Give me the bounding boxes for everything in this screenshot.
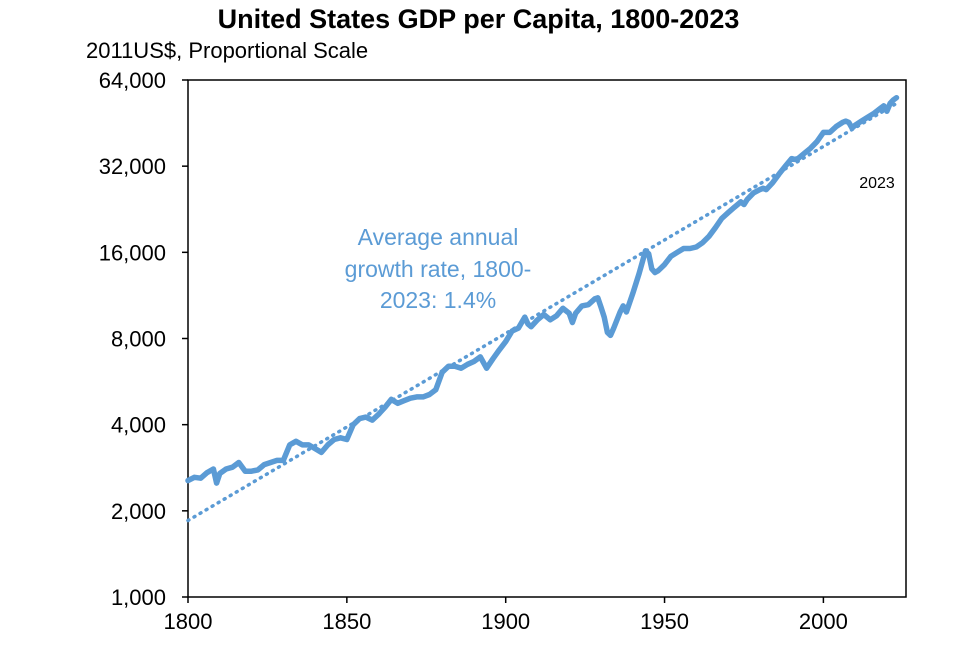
y-tick-label: 2,000 xyxy=(111,499,166,524)
gdp-series-line xyxy=(185,94,900,486)
y-axis: 1,000 2,000 4,000 8,000 16,000 32,000 64,000 xyxy=(99,68,188,610)
x-tick-label: 1850 xyxy=(322,609,371,634)
x-tick-label: 1800 xyxy=(164,609,213,634)
end-year-label: 2023 xyxy=(859,175,895,192)
trend-line xyxy=(186,101,899,523)
x-tick-label: 1950 xyxy=(640,609,689,634)
y-tick-label: 32,000 xyxy=(99,154,166,179)
x-tick-label: 2000 xyxy=(799,609,848,634)
y-tick-label: 4,000 xyxy=(111,413,166,438)
annotation-line-3: 2023: 1.4% xyxy=(380,287,496,313)
chart-subtitle: 2011US$, Proportional Scale xyxy=(86,38,369,63)
y-tick-label: 16,000 xyxy=(99,240,166,265)
y-tick-label: 64,000 xyxy=(99,68,166,93)
y-tick-label: 1,000 xyxy=(111,585,166,610)
x-tick-label: 1900 xyxy=(481,609,530,634)
y-tick-label: 8,000 xyxy=(111,327,166,352)
annotation-line-1: Average annual xyxy=(358,224,519,250)
annotation-line-2: growth rate, 1800- xyxy=(345,256,532,282)
chart-title: United States GDP per Capita, 1800-2023 xyxy=(217,4,740,34)
x-axis: 1800 1850 1900 1950 2000 xyxy=(164,597,848,634)
